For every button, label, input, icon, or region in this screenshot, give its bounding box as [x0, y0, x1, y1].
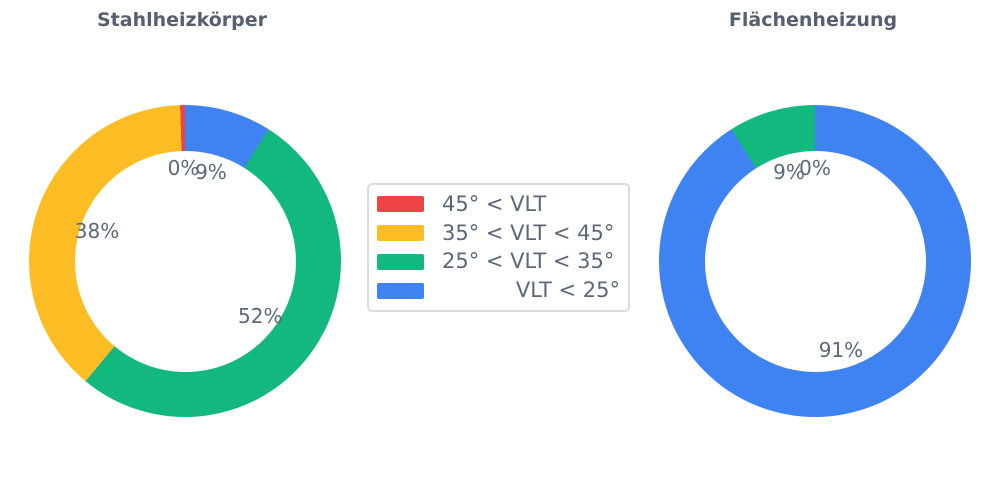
- legend-item-label: VLT < 25°: [515, 278, 620, 303]
- legend-item-35-vlt-45[interactable]: 35° < VLT < 45°: [377, 221, 620, 245]
- legend-swatch-green: [377, 253, 424, 270]
- slice-label: 38%: [74, 218, 120, 243]
- slice-label: 91%: [818, 338, 864, 363]
- donut-chart-flaechenheizung[interactable]: 0% 9% 91%: [659, 105, 971, 417]
- donut-hole: [704, 150, 926, 372]
- legend-item-vlt-lt-25[interactable]: VLT < 25°: [377, 279, 620, 303]
- legend-item-label: 35° < VLT < 45°: [442, 220, 615, 245]
- legend-item-25-vlt-35[interactable]: 25° < VLT < 35°: [377, 250, 620, 274]
- chart-title-flaechenheizung: Flächenheizung: [728, 9, 898, 31]
- legend-item-label: 25° < VLT < 35°: [442, 249, 615, 274]
- legend-swatch-red: [377, 196, 424, 213]
- slice-label: 9%: [195, 159, 227, 184]
- legend: 45° < VLT 35° < VLT < 45° 25° < VLT < 35…: [367, 183, 630, 312]
- chart-title-stahlheizkoerper: Stahlheizkörper: [96, 9, 268, 31]
- donut-hole: [74, 150, 296, 372]
- legend-swatch-blue: [377, 282, 424, 299]
- donut-chart-stahlheizkoerper[interactable]: 0% 38% 52% 9%: [29, 105, 341, 417]
- legend-item-label: 45° < VLT: [442, 191, 547, 216]
- slice-label: 52%: [238, 303, 283, 328]
- slice-label: 9%: [773, 159, 805, 184]
- legend-item-45-lt-vlt[interactable]: 45° < VLT: [377, 192, 620, 216]
- legend-swatch-yellow: [377, 225, 424, 242]
- slice-label: 0%: [167, 156, 200, 180]
- slice-label: 0%: [799, 156, 831, 180]
